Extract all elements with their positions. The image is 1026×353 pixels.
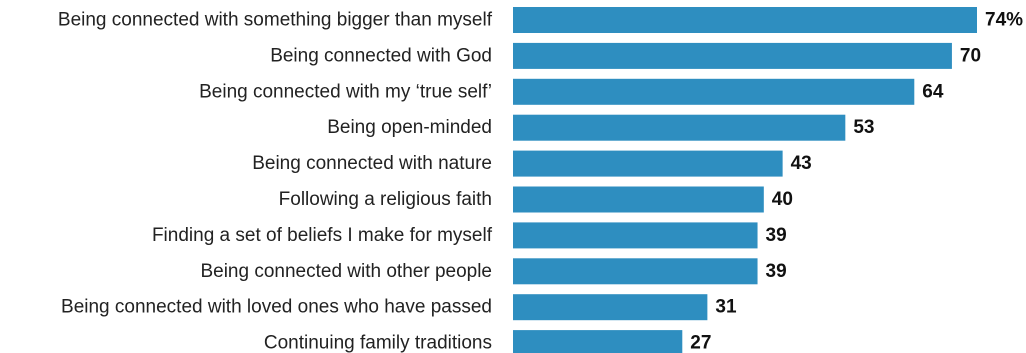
bar — [513, 114, 846, 141]
bar — [513, 186, 764, 213]
category-label: Being connected with loved ones who have… — [61, 297, 492, 318]
value-label: 64 — [922, 81, 944, 102]
bar — [513, 222, 758, 249]
value-label: 31 — [715, 297, 737, 318]
value-label: 43 — [791, 153, 812, 174]
category-label: Being connected with my ‘true self’ — [199, 81, 492, 102]
category-label: Following a religious faith — [279, 189, 492, 210]
bar — [513, 150, 783, 177]
bar — [513, 258, 758, 285]
category-label: Being connected with God — [270, 45, 492, 66]
value-label: 27 — [690, 333, 711, 353]
value-label: 74% — [985, 10, 1023, 31]
bar — [513, 7, 977, 33]
category-label: Being connected with other people — [200, 261, 492, 282]
value-label: 39 — [766, 225, 787, 246]
value-label: 53 — [853, 117, 874, 138]
category-label: Being open-minded — [327, 117, 492, 138]
value-label: 40 — [772, 189, 793, 210]
category-label: Being connected with something bigger th… — [58, 10, 493, 31]
value-label: 39 — [766, 261, 787, 282]
bar — [513, 330, 683, 353]
category-label: Being connected with nature — [252, 153, 492, 174]
value-label: 70 — [960, 45, 981, 66]
bar — [513, 42, 952, 69]
category-label: Continuing family traditions — [264, 333, 492, 353]
category-label: Finding a set of beliefs I make for myse… — [152, 225, 493, 246]
bar — [513, 294, 708, 321]
bar — [513, 78, 915, 105]
